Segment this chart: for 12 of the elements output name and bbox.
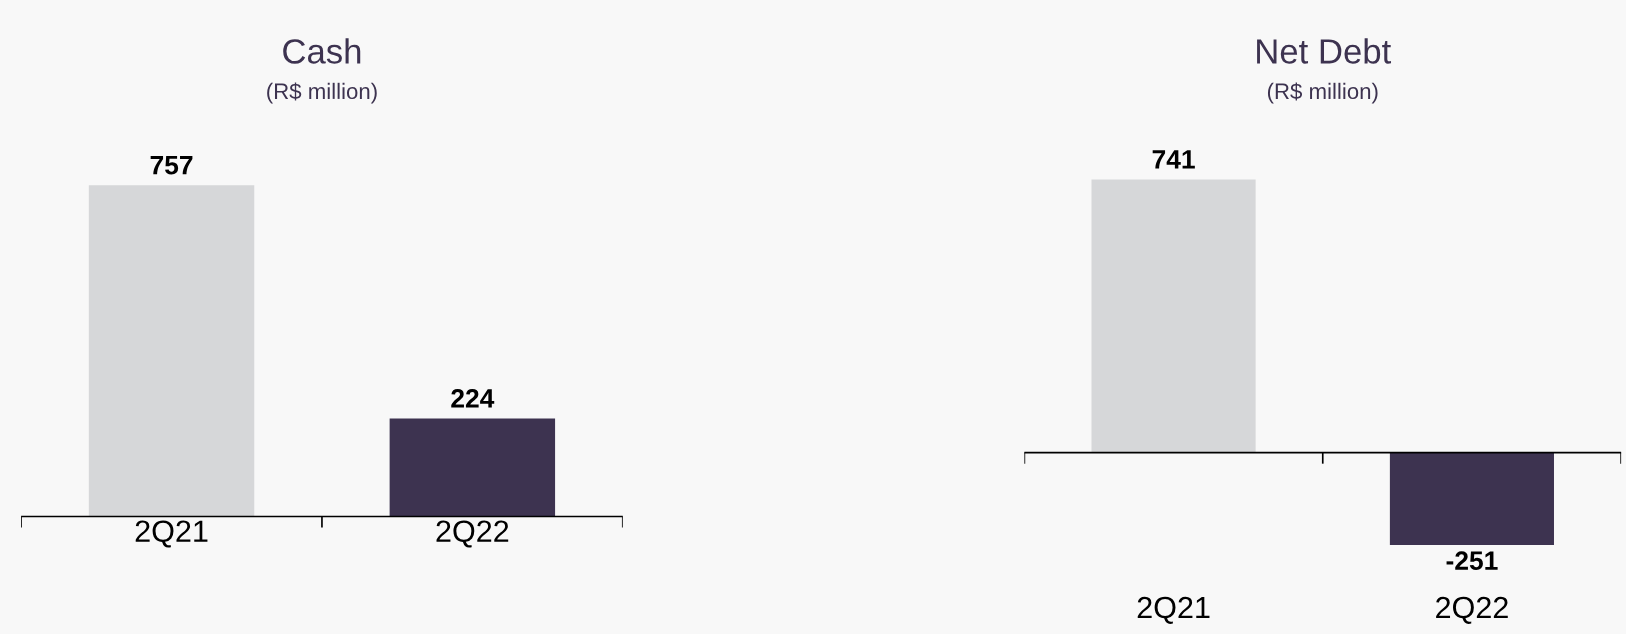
chart-subtitle: (R$ million) [1267,82,1378,104]
x-tick-label: 2Q22 [1436,596,1508,624]
chart-title: Cash [283,38,361,64]
chart-subtitle: (R$ million) [267,82,377,104]
x-tick-label: 2Q21 [1137,596,1210,624]
data-label: 757 [150,156,193,175]
data-label: 224 [451,389,495,408]
x-tick-label: 2Q22 [436,520,509,548]
x-tick-label: 2Q21 [135,520,208,548]
chart-title: Net Debt [1257,38,1392,64]
data-label: -251 [1446,551,1498,571]
data-label: 741 [1152,150,1195,169]
